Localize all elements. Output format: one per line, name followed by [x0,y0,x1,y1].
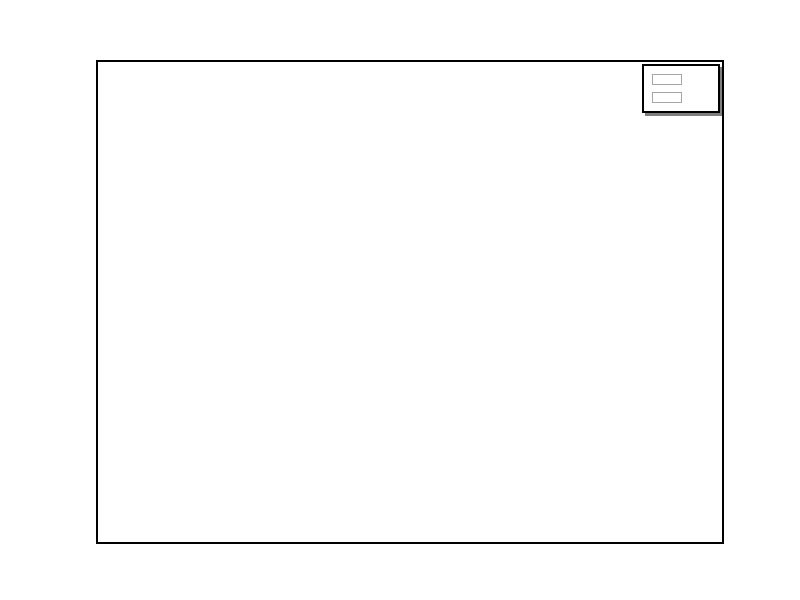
legend [642,64,720,113]
legend-item-fp [652,91,710,103]
legend-item-tp [652,74,710,86]
tp-color-swatch [652,74,682,86]
plot-area [96,60,724,544]
fp-color-swatch [652,91,682,103]
